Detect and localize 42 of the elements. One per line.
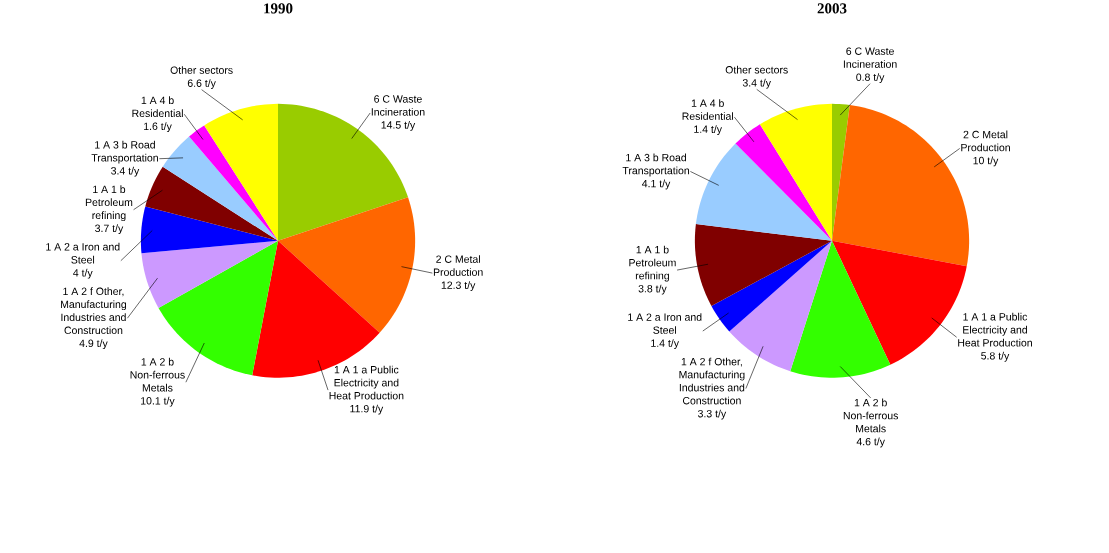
slice-label: 1 A 1 b Petroleum refining — [85, 185, 133, 222]
slice-label: 1 A 2 a Iron and Steel — [46, 242, 120, 264]
data-label: 10.1 t/y — [141, 396, 175, 407]
slice-label: 1 A 1 b Petroleum refining — [629, 245, 676, 282]
slice-label: 1 A 2 b Non-ferrous Metals — [843, 398, 898, 433]
data-label: 12.3 t/y — [441, 281, 476, 291]
slice-label: 1 A 4 b Residential — [682, 99, 733, 120]
slice-label: 1 A 4 b Residential — [132, 96, 183, 118]
slice-label: Other sectors — [170, 66, 233, 74]
data-label: 1.6 t/y — [144, 122, 172, 133]
slice-label: 1 A 1 a Public Electricity and Heat Production — [329, 365, 404, 400]
chart-title: 1990 — [264, 3, 293, 14]
data-label: 0.8 t/y — [856, 73, 885, 83]
data-label: 5.8 t/y — [981, 351, 1010, 362]
slice-label: 2 C Metal Production — [961, 130, 1010, 152]
slice-label: 6 C Waste Incineration — [843, 47, 897, 68]
data-label: 11.9 t/y — [350, 404, 384, 415]
data-label: 4 t/y — [73, 268, 93, 279]
data-label: 3.7 t/y — [95, 224, 124, 235]
slice-label: 1 A 2 b Non-ferrous Metals — [130, 357, 185, 392]
data-label: 3.4 t/y — [742, 78, 771, 89]
data-label: 14.5 t/y — [381, 120, 416, 131]
data-label: 6.6 t/y — [187, 79, 216, 89]
data-label: 4.6 t/y — [856, 437, 885, 448]
data-label: 10 t/y — [973, 156, 999, 167]
data-label: 4.1 t/y — [641, 179, 671, 190]
data-label: 3.4 t/y — [111, 166, 140, 177]
slice-label: 1 A 2 f Other, Manufacturing Industries and Construction — [679, 357, 745, 405]
data-label: 3.3 t/y — [697, 409, 727, 420]
data-label: 4.9 t/y — [79, 339, 108, 350]
data-label: 1.4 t/y — [694, 125, 722, 136]
slice-label: 1 A 2 a Iron and Steel — [628, 313, 702, 334]
slice-label: 1 A 3 b Road Transportation — [91, 140, 158, 164]
slice-label: 1 A 3 b Road Transportation — [622, 153, 690, 177]
chart-title: 2003 — [817, 3, 847, 14]
data-label: 1.4 t/y — [651, 339, 679, 349]
slice-label: 2 C Metal Production — [433, 255, 483, 276]
slice-label: Other sectors — [725, 65, 788, 74]
data-label: 3.8 t/y — [638, 284, 667, 295]
slice-label: 1 A 1 a Public Electricity and Heat Production — [958, 312, 1032, 347]
slice-label: 6 C Waste Incineration — [371, 95, 425, 116]
slice-label: 1 A 2 f Other, Manufacturing Industries and Construction — [61, 287, 127, 335]
